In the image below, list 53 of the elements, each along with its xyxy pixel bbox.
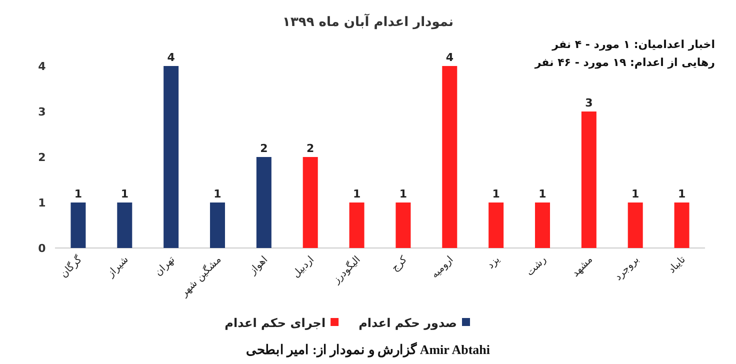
bar — [581, 112, 596, 248]
data-label: 1 — [352, 188, 361, 200]
bar — [442, 66, 458, 248]
text: اخبار اعدامیان: ۱ مورد - ۴ نفر — [551, 38, 715, 51]
bar — [164, 66, 179, 248]
bar — [535, 202, 550, 248]
bar — [396, 202, 411, 248]
data-label: 3 — [585, 96, 593, 110]
bar — [674, 202, 690, 248]
bar — [210, 202, 225, 248]
data-label: 4 — [446, 51, 454, 64]
data-label: 1 — [214, 188, 222, 200]
data-label: 1 — [632, 188, 640, 200]
bar — [302, 157, 318, 248]
chart-title: نمودار اعدام آبان ماه ۱۳۹۹ — [282, 13, 454, 30]
bar — [628, 202, 643, 248]
x-tick-label: الیگودرز — [330, 254, 363, 287]
annotation: رهایی از اعدام: ۱۹ مورد - ۴۶ نفر — [534, 56, 715, 69]
x-tick-label: تایباد — [666, 254, 688, 276]
x-tick-label: مشهد — [570, 254, 596, 280]
x-tick-label: بروجرد — [612, 254, 642, 283]
y-tick-label: 3 — [38, 106, 46, 118]
bar — [117, 202, 132, 248]
y-tick-label: 4 — [38, 60, 46, 73]
bar — [70, 202, 86, 248]
x-tick-label: تهران — [153, 254, 178, 278]
legend-label: صدور حکم اعدام — [358, 316, 457, 330]
y-tick-label: 0 — [38, 242, 46, 255]
bar — [488, 202, 504, 248]
x-tick-label: رشت — [524, 254, 549, 278]
text: گزارش و نمودار از: امیر ابطحی Amir Abtahi — [246, 341, 490, 358]
x-tick-label: اردبیل — [290, 254, 316, 280]
x-tick-label: گرگان — [58, 253, 84, 280]
bar — [256, 157, 272, 248]
x-tick-label: کرج — [390, 254, 410, 274]
data-label: 1 — [492, 188, 500, 200]
data-label: 2 — [306, 142, 314, 155]
data-label: 1 — [678, 188, 686, 200]
data-label: 1 — [74, 188, 82, 200]
legend-label: اجرای حکم اعدام — [224, 316, 326, 330]
data-label: 4 — [167, 51, 176, 64]
data-label: 1 — [538, 188, 546, 200]
data-label: 1 — [399, 188, 408, 200]
data-label: 2 — [260, 142, 268, 155]
data-label: 1 — [120, 188, 128, 200]
y-tick-label: 1 — [38, 196, 46, 210]
bar — [349, 202, 364, 248]
x-tick-label: ارومیه — [429, 254, 456, 281]
y-tick-label: 2 — [38, 151, 46, 164]
x-tick-label: مشگین شهر — [178, 254, 224, 300]
x-tick-label: شیراز — [104, 254, 131, 280]
x-tick-label: اهواز — [246, 254, 270, 278]
x-tick-label: یزد — [485, 254, 502, 272]
